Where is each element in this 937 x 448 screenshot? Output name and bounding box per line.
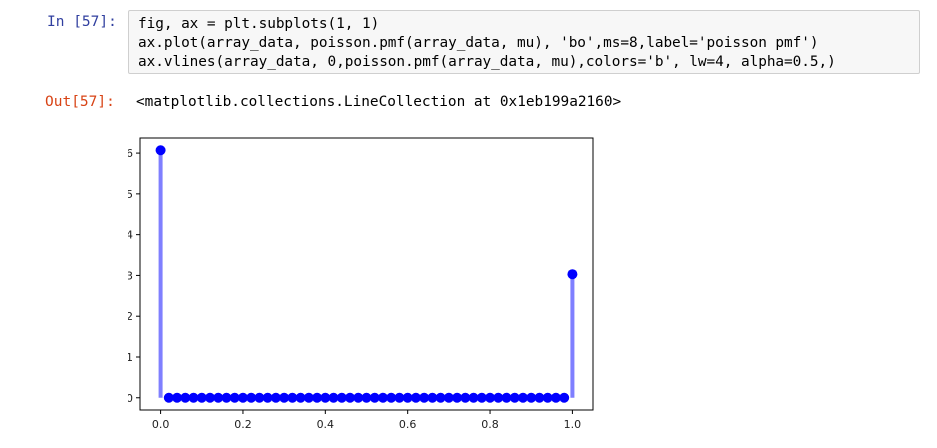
data-point	[163, 392, 174, 403]
data-point	[369, 392, 380, 403]
data-point	[559, 392, 570, 403]
data-point	[509, 392, 520, 403]
data-point	[394, 392, 405, 403]
code-line: fig, ax = plt.subplots(1, 1)	[138, 16, 380, 32]
y-tick-label: 0.6	[128, 147, 133, 160]
data-point	[353, 392, 364, 403]
data-point	[443, 392, 454, 403]
data-point	[221, 392, 232, 403]
data-point	[377, 392, 388, 403]
y-tick-label: 0.1	[128, 351, 133, 364]
y-tick-label: 0.2	[128, 310, 133, 323]
data-point	[460, 392, 471, 403]
data-point	[534, 392, 545, 403]
data-point	[262, 392, 273, 403]
output-prompt: Out[57]:	[45, 94, 115, 110]
data-point	[312, 392, 323, 403]
data-point	[172, 392, 183, 403]
data-point	[468, 392, 479, 403]
data-point	[196, 392, 207, 403]
x-tick-label: 0.2	[234, 418, 252, 431]
data-point	[526, 392, 537, 403]
data-point	[237, 392, 248, 403]
code-line: ax.plot(array_data, poisson.pmf(array_da…	[138, 35, 819, 51]
data-point	[320, 392, 331, 403]
data-point	[205, 392, 216, 403]
data-point	[419, 392, 430, 403]
y-tick-label: 0.4	[128, 229, 133, 242]
data-point	[345, 392, 356, 403]
data-point	[287, 392, 298, 403]
data-point	[295, 392, 306, 403]
data-point	[410, 392, 421, 403]
stem-plot: 0.0 0.1 0.2 0.3 0.4 0.5 0.6 0.0 0.2 0.4 0.6 0.8 1.0	[128, 137, 594, 431]
data-point	[452, 392, 463, 403]
data-point	[386, 392, 397, 403]
data-point	[279, 392, 290, 403]
data-point	[328, 392, 339, 403]
data-point	[155, 145, 166, 156]
data-point	[501, 392, 512, 403]
data-point	[493, 392, 504, 403]
x-tick-label: 0.0	[152, 418, 170, 431]
data-point	[427, 392, 438, 403]
data-point	[229, 392, 240, 403]
x-tick-label: 1.0	[564, 418, 582, 431]
y-tick-label: 0.3	[128, 269, 133, 282]
data-point	[550, 392, 561, 403]
x-tick-label: 0.8	[481, 418, 499, 431]
input-prompt: In [57]:	[47, 14, 117, 30]
data-point	[336, 392, 347, 403]
x-tick-label: 0.4	[317, 418, 335, 431]
code-line: ax.vlines(array_data, 0,poisson.pmf(arra…	[138, 54, 836, 70]
data-point	[542, 392, 553, 403]
data-point	[435, 392, 446, 403]
y-tick-label: 0.0	[128, 392, 133, 405]
data-point	[361, 392, 372, 403]
data-point	[180, 392, 191, 403]
data-point	[254, 392, 265, 403]
data-point	[213, 392, 224, 403]
x-tick-label: 0.6	[399, 418, 417, 431]
data-point	[270, 392, 281, 403]
data-point	[188, 392, 199, 403]
axes-frame	[139, 137, 594, 411]
code-cell-input[interactable]: fig, ax = plt.subplots(1, 1) ax.plot(arr…	[128, 10, 920, 74]
data-point	[246, 392, 257, 403]
output-text: <matplotlib.collections.LineCollection a…	[136, 94, 622, 110]
data-point	[303, 392, 314, 403]
data-point	[517, 392, 528, 403]
y-tick-label: 0.5	[128, 188, 133, 201]
data-point	[567, 269, 578, 280]
data-point	[476, 392, 487, 403]
data-point	[485, 392, 496, 403]
data-point	[402, 392, 413, 403]
